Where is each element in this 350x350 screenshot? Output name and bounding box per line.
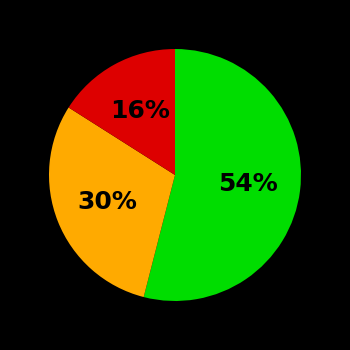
Text: 16%: 16% [110,99,170,123]
Wedge shape [144,49,301,301]
Text: 54%: 54% [218,172,278,196]
Wedge shape [49,107,175,297]
Text: 30%: 30% [77,190,137,214]
Wedge shape [69,49,175,175]
